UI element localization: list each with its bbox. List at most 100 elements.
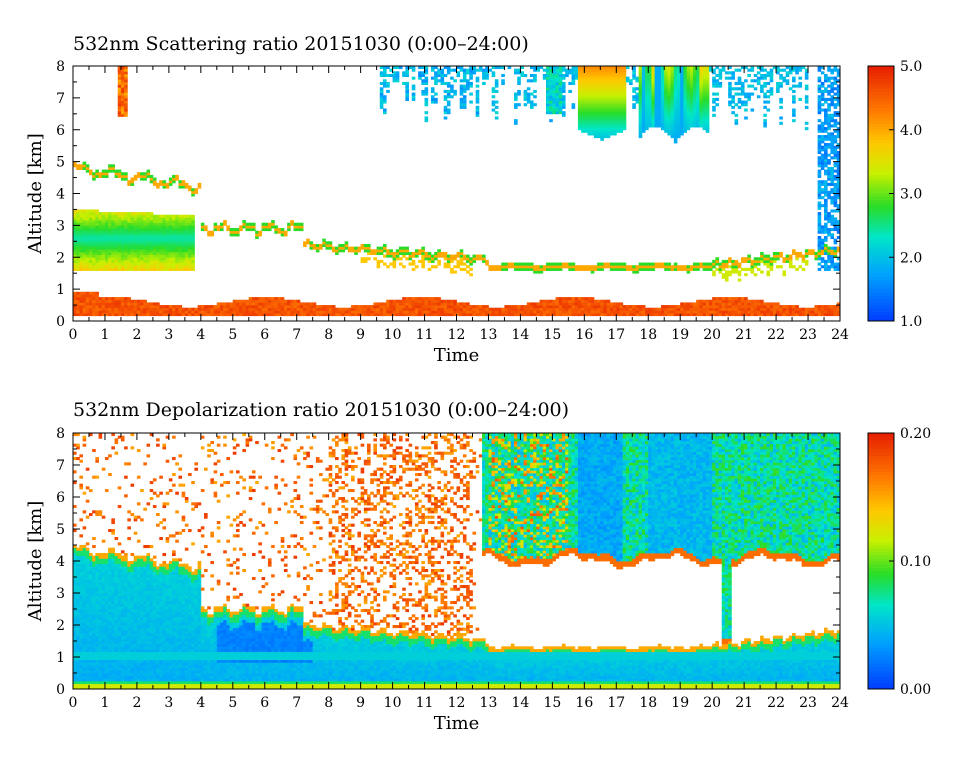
heatmap-cell bbox=[782, 310, 787, 314]
heatmap-cell bbox=[597, 310, 601, 314]
heatmap-cell bbox=[597, 105, 601, 109]
heatmap-cell bbox=[498, 66, 502, 70]
heatmap-cell bbox=[124, 84, 128, 88]
heatmap-cell bbox=[824, 135, 828, 139]
heatmap-cell bbox=[555, 297, 560, 301]
heatmap-cell bbox=[114, 257, 119, 261]
heatmap-cell bbox=[95, 254, 99, 258]
heatmap-cell bbox=[792, 79, 796, 83]
heatmap-cell bbox=[606, 68, 611, 72]
heatmap-cell bbox=[651, 310, 656, 314]
heatmap-cell bbox=[654, 71, 659, 75]
heatmap-cell bbox=[440, 81, 445, 85]
heatmap-cell bbox=[232, 299, 237, 303]
heatmap-cell bbox=[421, 246, 425, 250]
heatmap-cell bbox=[261, 302, 266, 306]
heatmap-cell bbox=[830, 89, 835, 93]
heatmap-cell bbox=[108, 243, 112, 248]
heatmap-cell bbox=[124, 217, 128, 221]
heatmap-cell bbox=[277, 305, 282, 309]
heatmap-cell bbox=[120, 299, 125, 303]
heatmap-cell bbox=[424, 100, 429, 104]
heatmap-cell bbox=[156, 185, 160, 189]
heatmap-cell bbox=[581, 297, 585, 301]
heatmap-cell bbox=[162, 225, 167, 229]
heatmap-cell bbox=[817, 305, 822, 309]
heatmap-cell bbox=[408, 313, 413, 317]
heatmap-cell bbox=[165, 238, 170, 242]
heatmap-cell bbox=[92, 249, 96, 253]
heatmap-cell bbox=[827, 313, 831, 317]
heatmap-cell bbox=[724, 305, 729, 309]
heatmap-cell bbox=[565, 73, 569, 78]
heatmap-cell bbox=[756, 305, 761, 309]
heatmap-cell bbox=[85, 246, 90, 250]
heatmap-cell bbox=[577, 113, 582, 117]
heatmap-cell bbox=[402, 265, 406, 269]
heatmap-cell bbox=[277, 299, 282, 303]
heatmap-cell bbox=[184, 313, 189, 317]
heatmap-cell bbox=[680, 100, 684, 104]
heatmap-cell bbox=[287, 313, 291, 317]
heatmap-cell bbox=[127, 246, 131, 250]
heatmap-cell bbox=[584, 116, 588, 120]
heatmap-cell bbox=[156, 302, 160, 306]
heatmap-cell bbox=[459, 66, 464, 70]
heatmap-cell bbox=[667, 267, 672, 271]
heatmap-cell bbox=[143, 220, 147, 224]
heatmap-cell bbox=[216, 307, 221, 311]
heatmap-cell bbox=[162, 251, 167, 255]
heatmap-cell bbox=[622, 79, 627, 83]
heatmap-cell bbox=[223, 222, 227, 226]
heatmap-cell bbox=[820, 135, 825, 139]
heatmap-cell bbox=[408, 66, 413, 70]
heatmap-cell bbox=[287, 302, 291, 306]
heatmap-cell bbox=[392, 310, 397, 314]
heatmap-cell bbox=[152, 233, 157, 237]
heatmap-cell bbox=[606, 307, 611, 311]
heatmap-cell bbox=[686, 313, 691, 317]
heatmap-cell bbox=[702, 76, 707, 80]
heatmap-cell bbox=[836, 193, 841, 197]
heatmap-cell bbox=[817, 135, 822, 139]
heatmap-cell bbox=[724, 310, 729, 314]
heatmap-cell bbox=[485, 310, 489, 314]
heatmap-cell bbox=[114, 251, 119, 255]
heatmap-cell bbox=[168, 267, 173, 271]
heatmap-cell bbox=[424, 97, 429, 101]
heatmap-cell bbox=[523, 313, 528, 317]
heatmap-cell bbox=[613, 267, 617, 271]
heatmap-cell bbox=[421, 89, 425, 93]
heatmap-cell bbox=[686, 124, 691, 128]
heatmap-cell bbox=[558, 105, 563, 109]
heatmap-cell bbox=[124, 265, 128, 269]
heatmap-cell bbox=[124, 111, 128, 115]
heatmap-cell bbox=[568, 297, 572, 301]
heatmap-cell bbox=[740, 305, 745, 309]
heatmap-cell bbox=[830, 151, 835, 155]
heatmap-cell bbox=[820, 182, 825, 186]
heatmap-cell bbox=[705, 95, 710, 99]
heatmap-cell bbox=[597, 116, 601, 120]
heatmap-cell bbox=[603, 129, 608, 133]
heatmap-cell bbox=[577, 124, 582, 128]
heatmap-cell bbox=[271, 305, 275, 309]
heatmap-cell bbox=[565, 68, 569, 72]
heatmap-cell bbox=[820, 259, 825, 263]
heatmap-cell bbox=[95, 169, 99, 173]
heatmap-cell bbox=[555, 310, 560, 314]
heatmap-cell bbox=[299, 305, 304, 309]
heatmap-cell bbox=[715, 66, 719, 70]
heatmap-cell bbox=[95, 305, 99, 309]
heatmap-cell bbox=[721, 66, 726, 70]
heatmap-cell bbox=[555, 111, 560, 115]
heatmap-cell bbox=[175, 257, 179, 261]
heatmap-cell bbox=[111, 297, 115, 301]
heatmap-cell bbox=[587, 307, 592, 311]
heatmap-cell bbox=[827, 127, 831, 131]
heatmap-cell bbox=[740, 81, 745, 85]
heatmap-cell bbox=[664, 265, 668, 269]
heatmap-cell bbox=[731, 73, 735, 78]
heatmap-cell bbox=[792, 249, 796, 253]
heatmap-cell bbox=[261, 305, 266, 309]
